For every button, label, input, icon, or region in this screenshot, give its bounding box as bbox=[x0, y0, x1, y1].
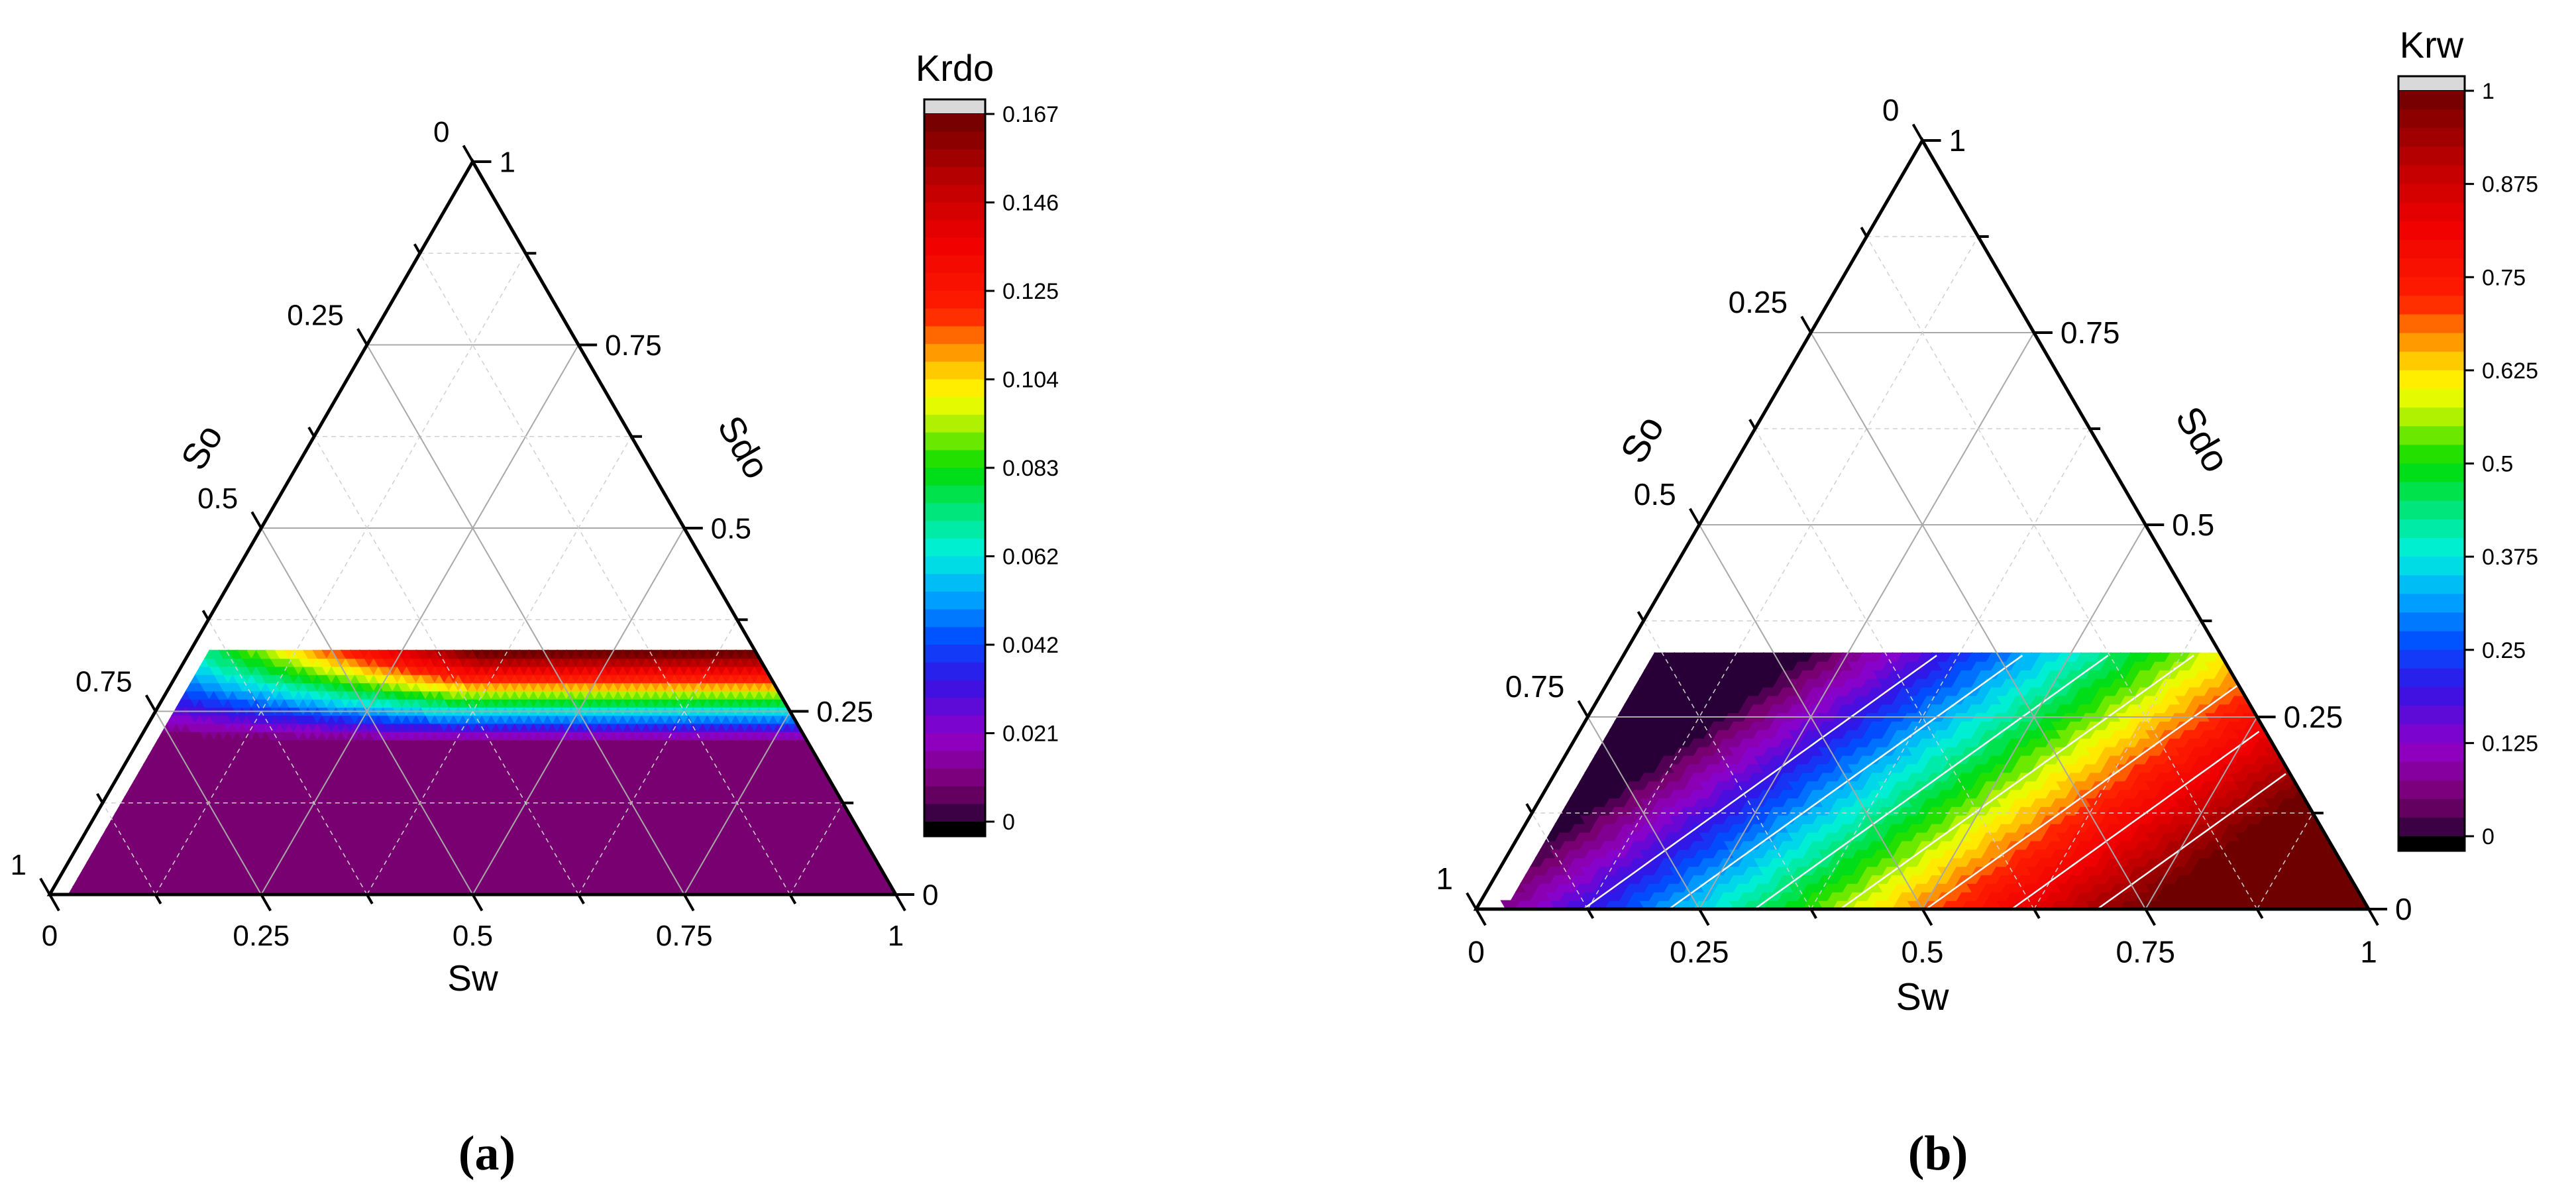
colorbar-level bbox=[924, 591, 985, 610]
left-tick bbox=[39, 877, 51, 895]
left-tick bbox=[307, 426, 315, 437]
colorbar-tick-label: 0.146 bbox=[1002, 191, 1059, 216]
left-tick bbox=[201, 610, 210, 621]
colorbar: 0 0.021 0.042 0.062 0.083 0.104 0.125 0.146 0.16… bbox=[916, 47, 1059, 838]
colorbar-level bbox=[924, 521, 985, 539]
bottom-tick-label: 0 bbox=[42, 920, 58, 952]
colorbar-level bbox=[924, 344, 985, 362]
right-tick-label: 0.25 bbox=[816, 696, 873, 728]
colorbar-tick-label: 0.062 bbox=[1002, 545, 1059, 570]
left-tick-label: 0 bbox=[433, 116, 449, 148]
colorbar-title: Krdo bbox=[916, 47, 994, 89]
bottom-tick bbox=[471, 894, 484, 912]
colorbar-tick-label: 0.083 bbox=[1002, 456, 1059, 481]
colorbar-tick-label: 0.104 bbox=[1002, 368, 1059, 393]
colorbar-tick-label: 0.021 bbox=[1002, 722, 1059, 747]
colorbar-level bbox=[924, 237, 985, 256]
bottom-tick-label: 0.5 bbox=[453, 920, 493, 952]
colorbar-level bbox=[924, 414, 985, 433]
left-tick bbox=[144, 694, 157, 712]
bottom-tick bbox=[683, 894, 695, 912]
colorbar-level bbox=[924, 698, 985, 716]
colorbar-level bbox=[924, 574, 985, 592]
ternary-plot-a: 0010.250.250.750.50.50.50.750.750.25110S… bbox=[11, 47, 1059, 1181]
colorbar-level bbox=[924, 804, 985, 822]
colorbar-level bbox=[924, 662, 985, 681]
bottom-tick bbox=[48, 894, 60, 912]
colorbar-level bbox=[924, 733, 985, 752]
right-tick-label: 0 bbox=[922, 879, 938, 911]
bottom-tick-label: 0.25 bbox=[233, 920, 290, 952]
colorbar-tick-label: 0.125 bbox=[1002, 279, 1059, 304]
colorbar-level bbox=[924, 538, 985, 557]
colorbar-level bbox=[924, 485, 985, 504]
colorbar-level bbox=[924, 273, 985, 292]
colorbar-under-cap bbox=[924, 822, 985, 836]
colorbar-level bbox=[924, 114, 985, 133]
left-tick bbox=[413, 243, 421, 254]
right-tick-label: 0.5 bbox=[711, 512, 751, 545]
colorbar-level bbox=[924, 397, 985, 415]
left-tick bbox=[96, 792, 104, 804]
colorbar-level bbox=[924, 361, 985, 380]
colorbar-level bbox=[924, 680, 985, 699]
colorbar-level bbox=[924, 786, 985, 805]
bottom-axis-title: Sw bbox=[447, 957, 498, 999]
left-axis-title: So bbox=[173, 417, 231, 476]
right-tick-label: 1 bbox=[500, 146, 515, 178]
colorbar-tick-label: 0.042 bbox=[1002, 633, 1059, 658]
bottom-tick-label: 1 bbox=[888, 920, 904, 952]
left-tick-label: 0.75 bbox=[76, 666, 133, 698]
colorbar-level bbox=[924, 131, 985, 150]
colorbar-level bbox=[924, 326, 985, 345]
colorbar-level bbox=[924, 291, 985, 309]
colorbar-level bbox=[924, 450, 985, 468]
colorbar-over-cap bbox=[924, 99, 986, 115]
left-tick bbox=[356, 328, 368, 346]
colorbar-level bbox=[924, 768, 985, 787]
colorbar-level bbox=[924, 556, 985, 575]
colorbar-level bbox=[924, 609, 985, 628]
colorbar-level bbox=[924, 751, 985, 769]
colorbar-level bbox=[924, 379, 985, 398]
colorbar-tick-label: 0.167 bbox=[1002, 102, 1059, 127]
colorbar-level bbox=[924, 184, 985, 203]
colorbar-level bbox=[924, 715, 985, 734]
bottom-tick-label: 0.75 bbox=[656, 920, 713, 952]
right-tick-label: 0.75 bbox=[605, 329, 662, 362]
contour-field bbox=[68, 649, 896, 895]
contour-field bbox=[1500, 652, 2369, 909]
colorbar-level bbox=[924, 167, 985, 186]
left-tick bbox=[462, 144, 474, 162]
colorbar-level bbox=[924, 202, 985, 221]
colorbar-level bbox=[924, 149, 985, 168]
colorbar-level bbox=[924, 308, 985, 327]
panel-label: (a) bbox=[458, 1126, 515, 1181]
left-tick-label: 1 bbox=[11, 849, 27, 881]
colorbar-level bbox=[924, 503, 985, 522]
left-tick bbox=[250, 511, 262, 529]
bottom-tick bbox=[260, 894, 272, 912]
ternary-plot-b: 0010.250.250.750.50.50.50.750.750.25110S… bbox=[1436, 24, 2538, 1181]
left-tick-label: 0.5 bbox=[197, 482, 238, 515]
colorbar-tick-label: 0 bbox=[1002, 810, 1015, 835]
right-axis-title: Sdo bbox=[710, 409, 778, 486]
colorbar-level bbox=[924, 255, 985, 274]
colorbar-level bbox=[924, 627, 985, 645]
colorbar-level bbox=[924, 645, 985, 663]
left-tick-label: 0.25 bbox=[287, 300, 344, 332]
colorbar-level bbox=[924, 468, 985, 486]
colorbar-level bbox=[924, 432, 985, 451]
bottom-tick bbox=[894, 894, 906, 912]
colorbar-level bbox=[924, 220, 985, 239]
